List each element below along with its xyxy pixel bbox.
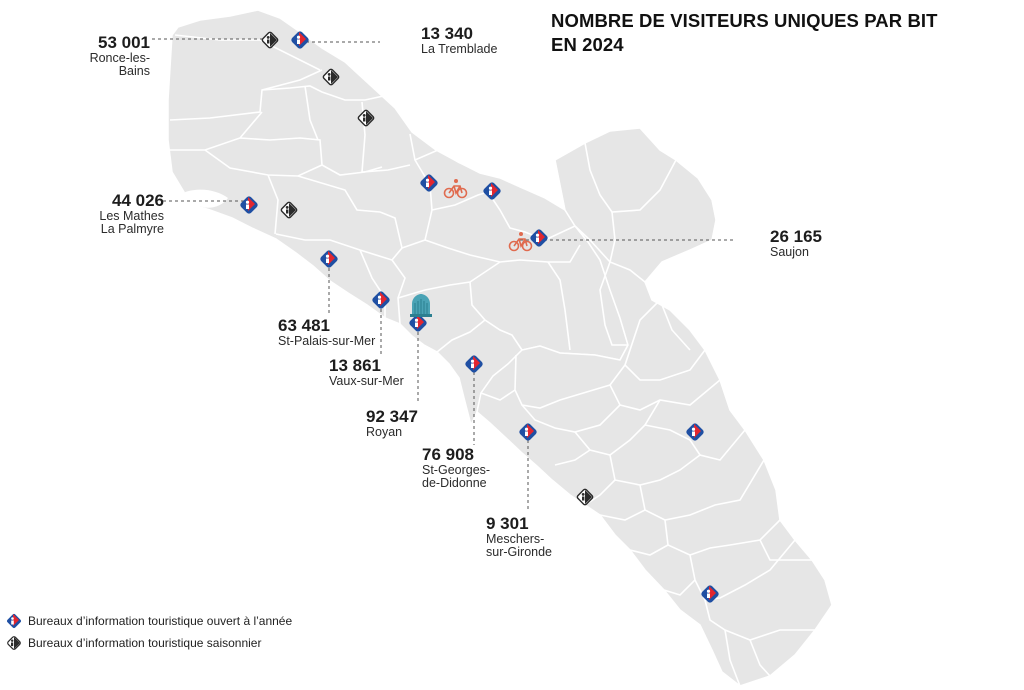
visitor-count: 53 001 (98, 33, 150, 52)
tourist-office-year-round-icon (7, 614, 21, 628)
office-name: Saujon (770, 245, 809, 259)
visitor-count: 92 347 (366, 407, 418, 426)
visitor-count: 44 026 (112, 191, 164, 210)
visitor-count: 63 481 (278, 316, 330, 335)
office-name: Meschers- (486, 532, 545, 546)
office-name: La Tremblade (421, 42, 498, 56)
tourist-office-seasonal-icon (7, 636, 21, 650)
map-title: NOMBRE DE VISITEURS UNIQUES PAR BIT EN 2… (551, 9, 938, 57)
label-meschers: 9 301 Meschers- sur-Gironde (486, 514, 552, 559)
office-name: St-Palais-sur-Mer (278, 334, 376, 348)
title-line-2: EN 2024 (551, 34, 624, 55)
label-saujon: 26 165 Saujon (770, 227, 822, 259)
bike-icon (508, 232, 533, 252)
label-royan: 92 347 Royan (366, 407, 418, 439)
office-name: St-Georges- (422, 463, 491, 477)
visitor-count: 13 340 (421, 24, 473, 43)
visitor-count: 9 301 (486, 514, 529, 533)
visitor-count: 26 165 (770, 227, 822, 246)
label-tremblade: 13 340 La Tremblade (421, 24, 497, 56)
label-mathes: 44 026 Les Mathes La Palmyre (70, 191, 164, 236)
label-vaux: 13 861 Vaux-sur-Mer (329, 356, 404, 388)
legend-item-year-round: Bureaux d’information touristique ouvert… (6, 610, 292, 632)
visitor-count: 13 861 (329, 356, 381, 375)
office-name: Ronce-les- (89, 51, 150, 65)
title-line-1: NOMBRE DE VISITEURS UNIQUES PAR BIT (551, 10, 938, 31)
label-ronce: 53 001 Ronce-les- Bains (70, 33, 150, 78)
office-name: Royan (366, 425, 403, 439)
commune-borders (168, 34, 815, 687)
office-name: de-Didonne (422, 476, 487, 490)
legend-label: Bureaux d’information touristique saison… (28, 636, 262, 650)
office-name: Les Mathes (99, 209, 164, 223)
leader-lines (152, 38, 734, 510)
office-name: sur-Gironde (486, 545, 552, 559)
land-east (476, 127, 833, 687)
office-name: Bains (118, 64, 150, 78)
office-name: La Palmyre (100, 222, 164, 236)
church-monument-icon (410, 294, 432, 317)
label-stgeorges: 76 908 St-Georges- de-Didonne (422, 445, 490, 490)
legend-item-seasonal: Bureaux d’information touristique saison… (6, 632, 292, 654)
map-legend: Bureaux d’information touristique ouvert… (6, 610, 292, 654)
office-name: Vaux-sur-Mer (329, 374, 404, 388)
visitor-count: 76 908 (422, 445, 474, 464)
label-stpalais: 63 481 St-Palais-sur-Mer (278, 316, 375, 348)
bike-icon (443, 179, 468, 199)
legend-label: Bureaux d’information touristique ouvert… (28, 614, 293, 628)
